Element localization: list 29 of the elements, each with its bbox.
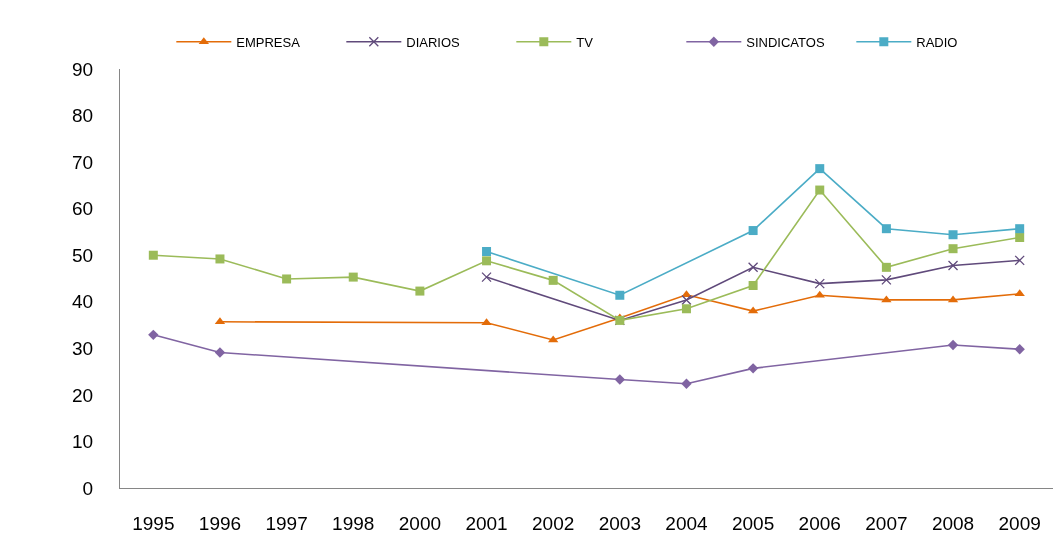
x-tick-label: 2007 — [865, 512, 908, 534]
y-tick-label: 0 — [82, 477, 94, 499]
y-tick-label: 80 — [72, 105, 94, 127]
legend-label: SINDICATOS — [746, 34, 825, 50]
x-tick-label: 2008 — [931, 512, 975, 534]
legend-label: DIARIOS — [406, 34, 461, 50]
x-tick-label: 2005 — [731, 512, 775, 534]
legend-label: RADIO — [916, 34, 958, 50]
y-tick-label: 50 — [72, 244, 94, 266]
x-tick-label: 2006 — [798, 512, 841, 534]
x-tick-label: 1996 — [198, 512, 242, 534]
x-tick-label: 2009 — [998, 512, 1041, 534]
y-tick-label: 90 — [72, 58, 94, 80]
x-tick-label: 1997 — [265, 512, 308, 534]
x-tick-label: 2004 — [665, 512, 709, 534]
y-tick-label: 30 — [72, 337, 94, 359]
y-tick-label: 20 — [72, 384, 94, 406]
x-tick-label: 2003 — [598, 512, 641, 534]
x-tick-label: 1995 — [132, 512, 175, 534]
x-tick-label: 2002 — [532, 512, 575, 534]
x-tick-label: 1998 — [332, 512, 375, 534]
x-tick-label: 2000 — [398, 512, 442, 534]
legend-label: TV — [576, 34, 594, 50]
y-tick-label: 40 — [72, 291, 94, 313]
y-tick-label: 10 — [72, 431, 94, 453]
y-tick-label: 60 — [72, 198, 94, 220]
legend-label: EMPRESA — [236, 34, 301, 50]
x-tick-label: 2001 — [465, 512, 508, 534]
y-tick-label: 70 — [72, 151, 94, 173]
